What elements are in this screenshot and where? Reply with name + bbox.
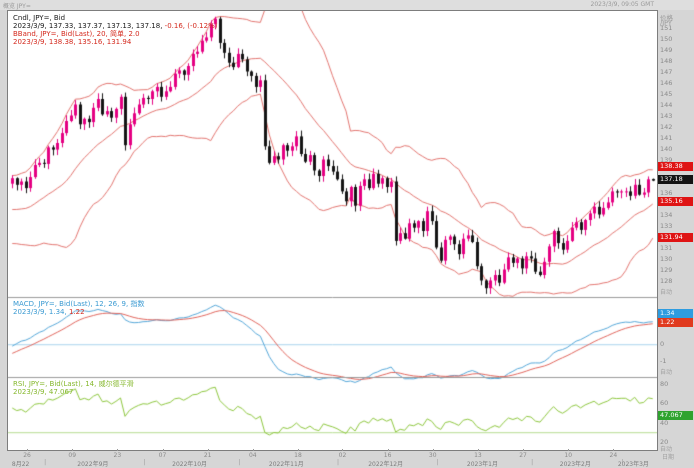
date-tick: 26 <box>23 452 31 459</box>
price-tick: 144 <box>660 101 673 110</box>
month-label: 2022年10月 <box>172 461 208 468</box>
month-label: 2022年12月 <box>368 461 404 468</box>
macd-signal-axis-chip: 1.22 <box>658 318 693 328</box>
date-tick: 13 <box>474 452 482 459</box>
date-tick: 24 <box>609 452 618 459</box>
chart-panel: Cndl, JPY=, Bid 2023/3/9, 137.33, 137.37… <box>7 10 658 451</box>
date-tick: 27 <box>519 452 527 459</box>
price-tick: 147 <box>660 68 673 77</box>
price-tick: 139 <box>660 156 673 165</box>
date-tick: 04 <box>248 452 257 459</box>
price-tick: 149 <box>660 46 673 55</box>
price-tick: 151 <box>660 24 673 33</box>
price-tick: 143 <box>660 112 673 121</box>
date-tick: 18 <box>294 452 302 459</box>
auto-scale-label: 自动 <box>660 289 673 296</box>
price-tick: 128 <box>660 277 673 286</box>
price-axis-chip: 137.18 <box>658 175 693 185</box>
date-tick-mark <box>252 449 254 451</box>
date-tick-mark <box>72 449 74 451</box>
price-tick: 129 <box>660 266 673 275</box>
price-tick: 142 <box>660 123 673 132</box>
price-axis-chip: 131.94 <box>658 232 693 242</box>
date-tick: 02 <box>338 452 347 459</box>
price-axis-title: 价格 <box>660 14 673 22</box>
macd-tick: 0 <box>660 340 665 349</box>
price-axis-chip: 135.16 <box>658 197 693 207</box>
macd-tick: -1 <box>660 357 667 366</box>
price-tick: 148 <box>660 57 673 66</box>
price-axis-chip: 138.38 <box>658 161 693 171</box>
month-separator: | <box>531 459 534 466</box>
date-tick-mark <box>568 449 570 451</box>
price-tick: 133 <box>660 222 673 231</box>
price-tick: 130 <box>660 255 673 264</box>
price-tick: 134 <box>660 211 673 220</box>
auto-scale-label: 自动 <box>660 446 673 453</box>
date-tick-mark <box>477 449 479 451</box>
date-tick: 07 <box>158 452 167 459</box>
date-tick-mark <box>432 449 434 451</box>
auto-scale-label: 自动 <box>660 369 673 376</box>
rsi-tick: 20 <box>660 437 669 446</box>
month-separator: | <box>143 459 146 466</box>
price-tick: 141 <box>660 134 673 143</box>
price-tick: 136 <box>660 189 673 198</box>
month-separator: | <box>621 459 624 466</box>
date-tick-mark <box>27 449 29 451</box>
price-tick: 150 <box>660 35 673 44</box>
price-tick: 146 <box>660 79 673 88</box>
topbar: 概览 JPY= 2023/3/9, 09:05 GMT <box>0 0 694 10</box>
topbar-view-label: 概览 JPY= <box>3 3 31 10</box>
rsi-axis-chip: 47.067 <box>658 410 693 420</box>
month-separator: | <box>44 459 47 466</box>
topbar-timestamp-label: 2023/3/9, 09:05 GMT <box>590 1 654 8</box>
rsi-tick: 60 <box>660 399 669 408</box>
date-tick: 16 <box>383 452 392 459</box>
price-axis: 价格 /JPY 151 150 149 148 147 146 145 144 143 142 14… <box>657 0 694 467</box>
price-tick: 131 <box>660 244 673 253</box>
month-label: 8月22 <box>11 461 30 468</box>
price-axis-unit: /JPY <box>660 19 672 27</box>
rsi-tick: 80 <box>660 380 669 389</box>
macd-axis-chip: 1.34 <box>658 309 693 319</box>
month-label: 2022年9月 <box>77 461 109 468</box>
date-tick-mark <box>613 449 615 451</box>
month-separator: | <box>436 459 439 466</box>
price-tick: 145 <box>660 90 673 99</box>
date-tick-mark <box>297 449 299 451</box>
date-tick-mark <box>342 449 344 451</box>
month-separator: | <box>238 459 241 466</box>
chart-canvas[interactable] <box>8 11 657 449</box>
date-tick-mark <box>162 449 164 451</box>
month-label: 2022年11月 <box>268 461 304 468</box>
date-axis-title: 日期 <box>662 454 675 461</box>
month-label: 2023年3月 <box>617 461 649 468</box>
rsi-tick: 40 <box>660 418 669 427</box>
date-axis: 日期 26 09 23 07 21 04 18 02 16 30 13 27 10 24 8月22 2022年… <box>7 449 694 468</box>
price-tick: 140 <box>660 145 673 154</box>
date-tick-mark <box>523 449 525 451</box>
date-tick-mark <box>207 449 209 451</box>
month-label: 2023年1月 <box>466 461 498 468</box>
date-tick: 30 <box>428 452 437 459</box>
date-tick: 09 <box>68 452 77 459</box>
month-separator: | <box>336 459 339 466</box>
date-tick-mark <box>117 449 119 451</box>
date-tick-mark <box>387 449 389 451</box>
date-tick: 10 <box>564 452 573 459</box>
month-label: 2023年2月 <box>559 461 591 468</box>
date-tick: 23 <box>113 452 122 459</box>
date-tick: 21 <box>203 452 212 459</box>
